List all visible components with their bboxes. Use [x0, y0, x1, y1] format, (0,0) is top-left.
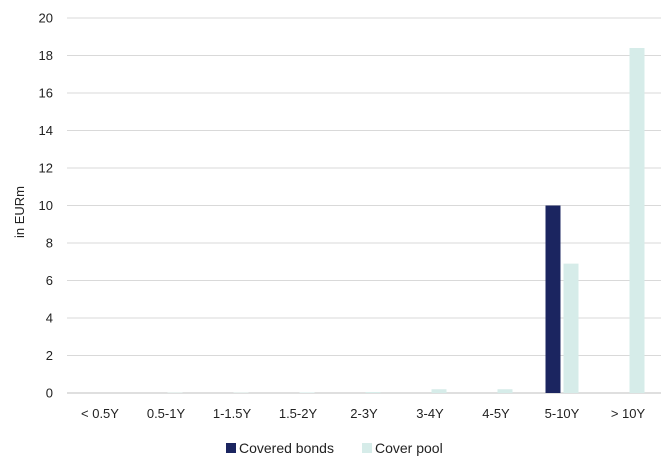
x-tick-label: < 0.5Y [81, 406, 119, 421]
bars [167, 48, 645, 393]
bar-cover-pool [629, 48, 645, 393]
bar-cover-pool [365, 392, 381, 393]
bar-cover-pool [563, 263, 579, 393]
x-tick-label: > 10Y [611, 406, 646, 421]
x-tick-label: 0.5-1Y [147, 406, 186, 421]
gridlines [67, 17, 661, 394]
x-tick-label: 1-1.5Y [213, 406, 252, 421]
legend-label: Cover pool [375, 440, 443, 456]
y-axis-ticks: 0 2 4 6 8 10 12 14 16 18 20 [39, 11, 53, 401]
y-tick-label: 20 [39, 11, 53, 26]
y-tick-label: 18 [39, 48, 53, 63]
y-tick-label: 0 [46, 386, 53, 401]
legend-swatch-covered-bonds [226, 443, 236, 453]
y-tick-label: 4 [46, 311, 53, 326]
legend: Covered bonds Cover pool [226, 440, 443, 456]
y-tick-label: 2 [46, 348, 53, 363]
legend-swatch-cover-pool [362, 443, 372, 453]
y-tick-label: 8 [46, 236, 53, 251]
y-tick-label: 12 [39, 161, 53, 176]
x-tick-label: 4-5Y [482, 406, 510, 421]
bar-cover-pool [497, 389, 513, 393]
bar-cover-pool [299, 392, 315, 393]
x-tick-label: 1.5-2Y [279, 406, 318, 421]
x-axis-ticks: < 0.5Y 0.5-1Y 1-1.5Y 1.5-2Y 2-3Y 3-4Y 4-5Y 5-10… [81, 406, 645, 421]
y-tick-label: 10 [39, 198, 53, 213]
y-axis-title: in EURm [12, 186, 27, 238]
x-tick-label: 2-3Y [350, 406, 378, 421]
bar-covered-bonds [545, 205, 561, 393]
x-tick-label: 3-4Y [416, 406, 444, 421]
x-tick-label: 5-10Y [545, 406, 580, 421]
y-tick-label: 16 [39, 86, 53, 101]
y-tick-label: 14 [39, 123, 53, 138]
bar-cover-pool [431, 389, 447, 393]
legend-label: Covered bonds [239, 440, 334, 456]
y-tick-label: 6 [46, 273, 53, 288]
